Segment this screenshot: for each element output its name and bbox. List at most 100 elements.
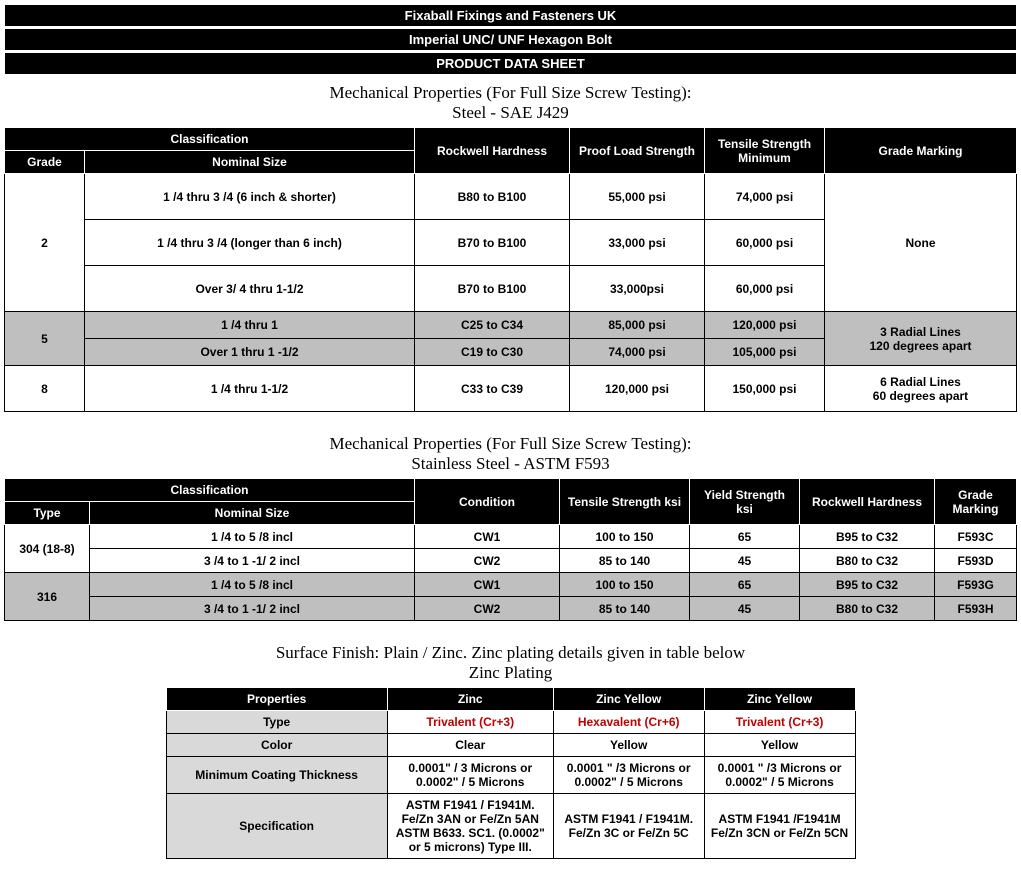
table-row: 3 /4 to 1 -1/ 2 incl CW2 85 to 140 45 B8… (5, 549, 1017, 573)
section3-title: Surface Finish: Plain / Zinc. Zinc plati… (4, 643, 1017, 663)
table-row: 304 (18-8) 1 /4 to 5 /8 incl CW1 100 to … (5, 525, 1017, 549)
cell: 1 /4 thru 1 (85, 312, 415, 339)
cell: CW2 (415, 549, 560, 573)
cell: B80 to B100 (415, 174, 570, 220)
cell: CW1 (415, 573, 560, 597)
cell: 2 (5, 174, 85, 312)
cell: 0.0001 " /3 Microns or 0.0002" / 5 Micro… (553, 757, 704, 794)
col-nominal: Nominal Size (90, 502, 415, 525)
cell: 304 (18-8) (5, 525, 90, 573)
cell-line: 6 Radial Lines (880, 375, 961, 389)
cell: ASTM F1941 / F1941M. Fe/Zn 3AN or Fe/Zn … (387, 794, 553, 859)
cell: 60,000 psi (705, 220, 825, 266)
cell: 100 to 150 (560, 573, 690, 597)
cell: B80 to C32 (800, 597, 935, 621)
cell: None (825, 174, 1017, 312)
row-label: Specification (166, 794, 387, 859)
col-zincyellow1: Zinc Yellow (553, 688, 704, 711)
cell: B95 to C32 (800, 525, 935, 549)
section2-title: Mechanical Properties (For Full Size Scr… (4, 434, 1017, 454)
col-tensile: Tensile Strength ksi (560, 479, 690, 525)
cell: B70 to B100 (415, 266, 570, 312)
cell: 45 (690, 549, 800, 573)
table-row: Specification ASTM F1941 / F1941M. Fe/Zn… (166, 794, 855, 859)
cell: B95 to C32 (800, 573, 935, 597)
cell: 60,000 psi (705, 266, 825, 312)
col-condition: Condition (415, 479, 560, 525)
cell: 120,000 psi (705, 312, 825, 339)
cell: F593G (935, 573, 1017, 597)
cell: Yellow (704, 734, 855, 757)
cell: Trivalent (Cr+3) (704, 711, 855, 734)
col-rockwell: Rockwell Hardness (415, 128, 570, 174)
cell: 1 /4 thru 3 /4 (longer than 6 inch) (85, 220, 415, 266)
col-grade: Grade (5, 151, 85, 174)
cell: F593D (935, 549, 1017, 573)
cell: 65 (690, 525, 800, 549)
cell: 3 /4 to 1 -1/ 2 incl (90, 549, 415, 573)
cell: 74,000 psi (705, 174, 825, 220)
cell: B70 to B100 (415, 220, 570, 266)
cell: 85 to 140 (560, 597, 690, 621)
zinc-table: Properties Zinc Zinc Yellow Zinc Yellow … (166, 687, 856, 859)
cell: C33 to C39 (415, 366, 570, 412)
cell: ASTM F1941 / F1941M. Fe/Zn 3C or Fe/Zn 5… (553, 794, 704, 859)
cell: Trivalent (Cr+3) (387, 711, 553, 734)
cell-line: 60 degrees apart (873, 389, 968, 403)
cell: Over 3/ 4 thru 1-1/2 (85, 266, 415, 312)
table-row: 5 1 /4 thru 1 C25 to C34 85,000 psi 120,… (5, 312, 1017, 339)
row-label: Type (166, 711, 387, 734)
cell: Clear (387, 734, 553, 757)
cell: C19 to C30 (415, 339, 570, 366)
col-nominal: Nominal Size (85, 151, 415, 174)
col-marking: Grade Marking (935, 479, 1017, 525)
cell: 1 /4 thru 3 /4 (6 inch & shorter) (85, 174, 415, 220)
stainless-table: Classification Condition Tensile Strengt… (4, 478, 1017, 621)
cell: 3 Radial Lines 120 degrees apart (825, 312, 1017, 366)
col-type: Type (5, 502, 90, 525)
col-marking: Grade Marking (825, 128, 1017, 174)
section3-subtitle: Zinc Plating (4, 663, 1017, 683)
cell: 120,000 psi (570, 366, 705, 412)
cell: C25 to C34 (415, 312, 570, 339)
cell: CW1 (415, 525, 560, 549)
table-row: Type Trivalent (Cr+3) Hexavalent (Cr+6) … (166, 711, 855, 734)
cell: 0.0001" / 3 Microns or 0.0002" / 5 Micro… (387, 757, 553, 794)
cell: 55,000 psi (570, 174, 705, 220)
header-sheet: PRODUCT DATA SHEET (4, 52, 1017, 75)
cell: 3 /4 to 1 -1/ 2 incl (90, 597, 415, 621)
section1-title: Mechanical Properties (For Full Size Scr… (4, 83, 1017, 103)
col-classification: Classification (5, 479, 415, 502)
cell-line: 120 degrees apart (869, 339, 971, 353)
cell: 74,000 psi (570, 339, 705, 366)
cell: 65 (690, 573, 800, 597)
col-proof: Proof Load Strength (570, 128, 705, 174)
col-properties: Properties (166, 688, 387, 711)
cell: 45 (690, 597, 800, 621)
cell: 1 /4 to 5 /8 incl (90, 573, 415, 597)
cell: 8 (5, 366, 85, 412)
table-row: Minimum Coating Thickness 0.0001" / 3 Mi… (166, 757, 855, 794)
table-row: 2 1 /4 thru 3 /4 (6 inch & shorter) B80 … (5, 174, 1017, 220)
cell: 150,000 psi (705, 366, 825, 412)
table-row: Color Clear Yellow Yellow (166, 734, 855, 757)
col-tensile: Tensile Strength Minimum (705, 128, 825, 174)
cell: Hexavalent (Cr+6) (553, 711, 704, 734)
row-label: Color (166, 734, 387, 757)
col-rockwell: Rockwell Hardness (800, 479, 935, 525)
col-classification: Classification (5, 128, 415, 151)
table-row: 316 1 /4 to 5 /8 incl CW1 100 to 150 65 … (5, 573, 1017, 597)
col-zinc: Zinc (387, 688, 553, 711)
cell: 6 Radial Lines 60 degrees apart (825, 366, 1017, 412)
table-row: 3 /4 to 1 -1/ 2 incl CW2 85 to 140 45 B8… (5, 597, 1017, 621)
cell: 33,000psi (570, 266, 705, 312)
cell: 5 (5, 312, 85, 366)
cell: Yellow (553, 734, 704, 757)
table-row: 8 1 /4 thru 1-1/2 C33 to C39 120,000 psi… (5, 366, 1017, 412)
cell: 85,000 psi (570, 312, 705, 339)
cell: Over 1 thru 1 -1/2 (85, 339, 415, 366)
cell: CW2 (415, 597, 560, 621)
header-company: Fixaball Fixings and Fasteners UK (4, 4, 1017, 27)
cell: 316 (5, 573, 90, 621)
cell: 0.0001 " /3 Microns or 0.0002" / 5 Micro… (704, 757, 855, 794)
